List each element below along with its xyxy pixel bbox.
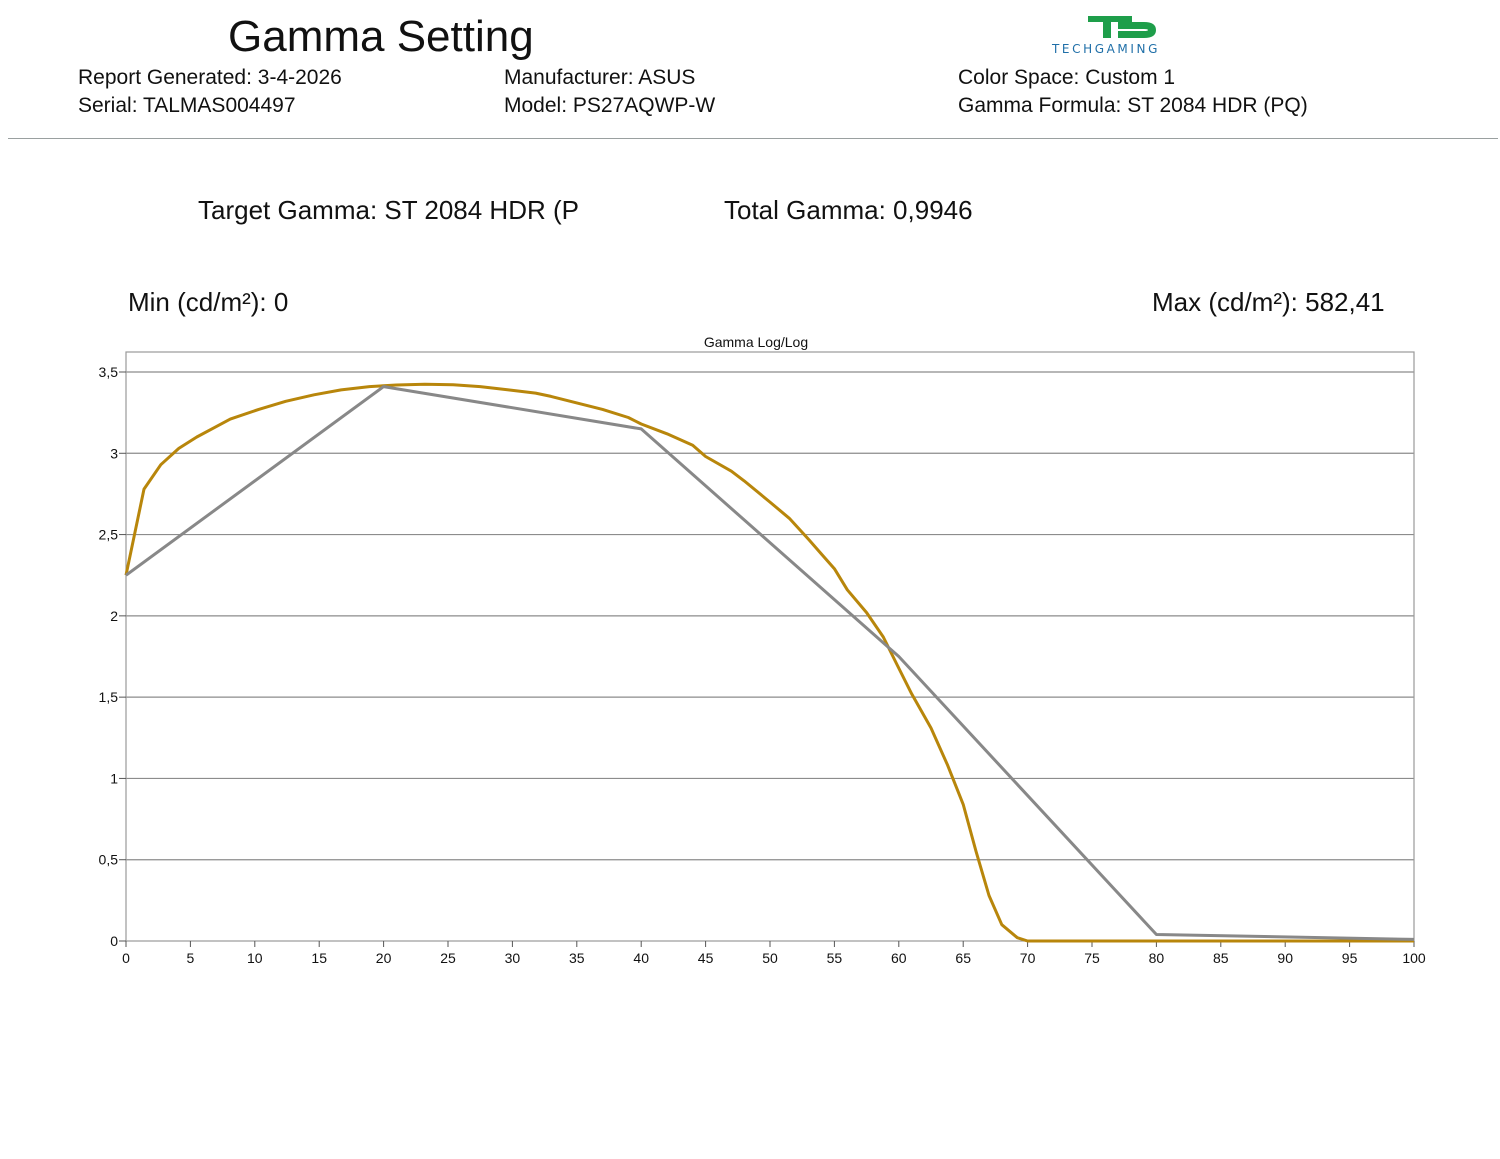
x-tick-label: 95	[1342, 950, 1358, 966]
y-tick-label: 0	[110, 933, 118, 949]
y-tick-label: 1,5	[99, 689, 119, 705]
plot-frame	[125, 351, 1415, 942]
grid-layer	[126, 371, 1414, 861]
chart-title: Gamma Log/Log	[704, 334, 808, 350]
x-tick-label: 10	[247, 950, 263, 966]
total-gamma-text: Total Gamma: 0,9946	[724, 195, 973, 225]
serial-text: Serial: TALMAS004497	[78, 94, 296, 117]
y-tick-label: 3	[110, 445, 118, 461]
x-tick-label: 55	[827, 950, 843, 966]
x-tick-label: 85	[1213, 950, 1229, 966]
x-tick-label: 15	[311, 950, 327, 966]
gamma-chart: Gamma Log/Log 0 0,5 1 1,5 2 2,5 3 3,5 0 5 10 15 20 25…	[99, 334, 1426, 966]
color-space-text: Color Space: Custom 1	[958, 66, 1176, 89]
model-text: Model: PS27AQWP-W	[504, 94, 716, 117]
x-tick-label: 60	[891, 950, 907, 966]
manufacturer-text: Manufacturer: ASUS	[504, 66, 696, 89]
logo-text: TECHGAMING	[1052, 42, 1160, 56]
page-title: Gamma Setting	[228, 12, 534, 61]
y-tick-label: 2	[110, 608, 118, 624]
x-tick-label: 5	[187, 950, 195, 966]
x-tick-label: 45	[698, 950, 714, 966]
x-tick-label: 50	[762, 950, 778, 966]
x-tick-label: 90	[1277, 950, 1293, 966]
x-tick-label: 100	[1402, 950, 1426, 966]
gamma-formula-text: Gamma Formula: ST 2084 HDR (PQ)	[958, 94, 1308, 117]
x-tick-label: 40	[633, 950, 649, 966]
x-tick-label: 30	[505, 950, 521, 966]
y-tick-label: 2,5	[99, 527, 119, 543]
min-luminance-text: Min (cd/m²): 0	[128, 287, 289, 317]
x-tick-label: 20	[376, 950, 392, 966]
x-tick-label: 80	[1149, 950, 1165, 966]
x-tick-label: 0	[122, 950, 130, 966]
series-layer	[124, 382, 1415, 943]
measured-gamma-line	[124, 382, 1414, 943]
target-gamma-line	[125, 385, 1415, 941]
header-divider	[8, 138, 1498, 139]
x-tick-label: 65	[955, 950, 971, 966]
y-tick-label: 1	[110, 770, 118, 786]
x-tick-label: 70	[1020, 950, 1036, 966]
y-tick-label: 3,5	[99, 364, 119, 380]
techgaming-logo-icon	[1088, 16, 1156, 38]
x-tick-label: 75	[1084, 950, 1100, 966]
x-tick-label: 25	[440, 950, 456, 966]
x-tick-label: 35	[569, 950, 585, 966]
report-generated-text: Report Generated: 3-4-2026	[78, 66, 342, 89]
max-luminance-text: Max (cd/m²): 582,41	[1152, 287, 1385, 317]
y-tick-label: 0,5	[99, 852, 119, 868]
axis-layer: 0 0,5 1 1,5 2 2,5 3 3,5 0 5 10 15 20 25 30 35 40 45 50 55 60…	[99, 364, 1426, 966]
target-gamma-text: Target Gamma: ST 2084 HDR (P	[198, 195, 579, 225]
